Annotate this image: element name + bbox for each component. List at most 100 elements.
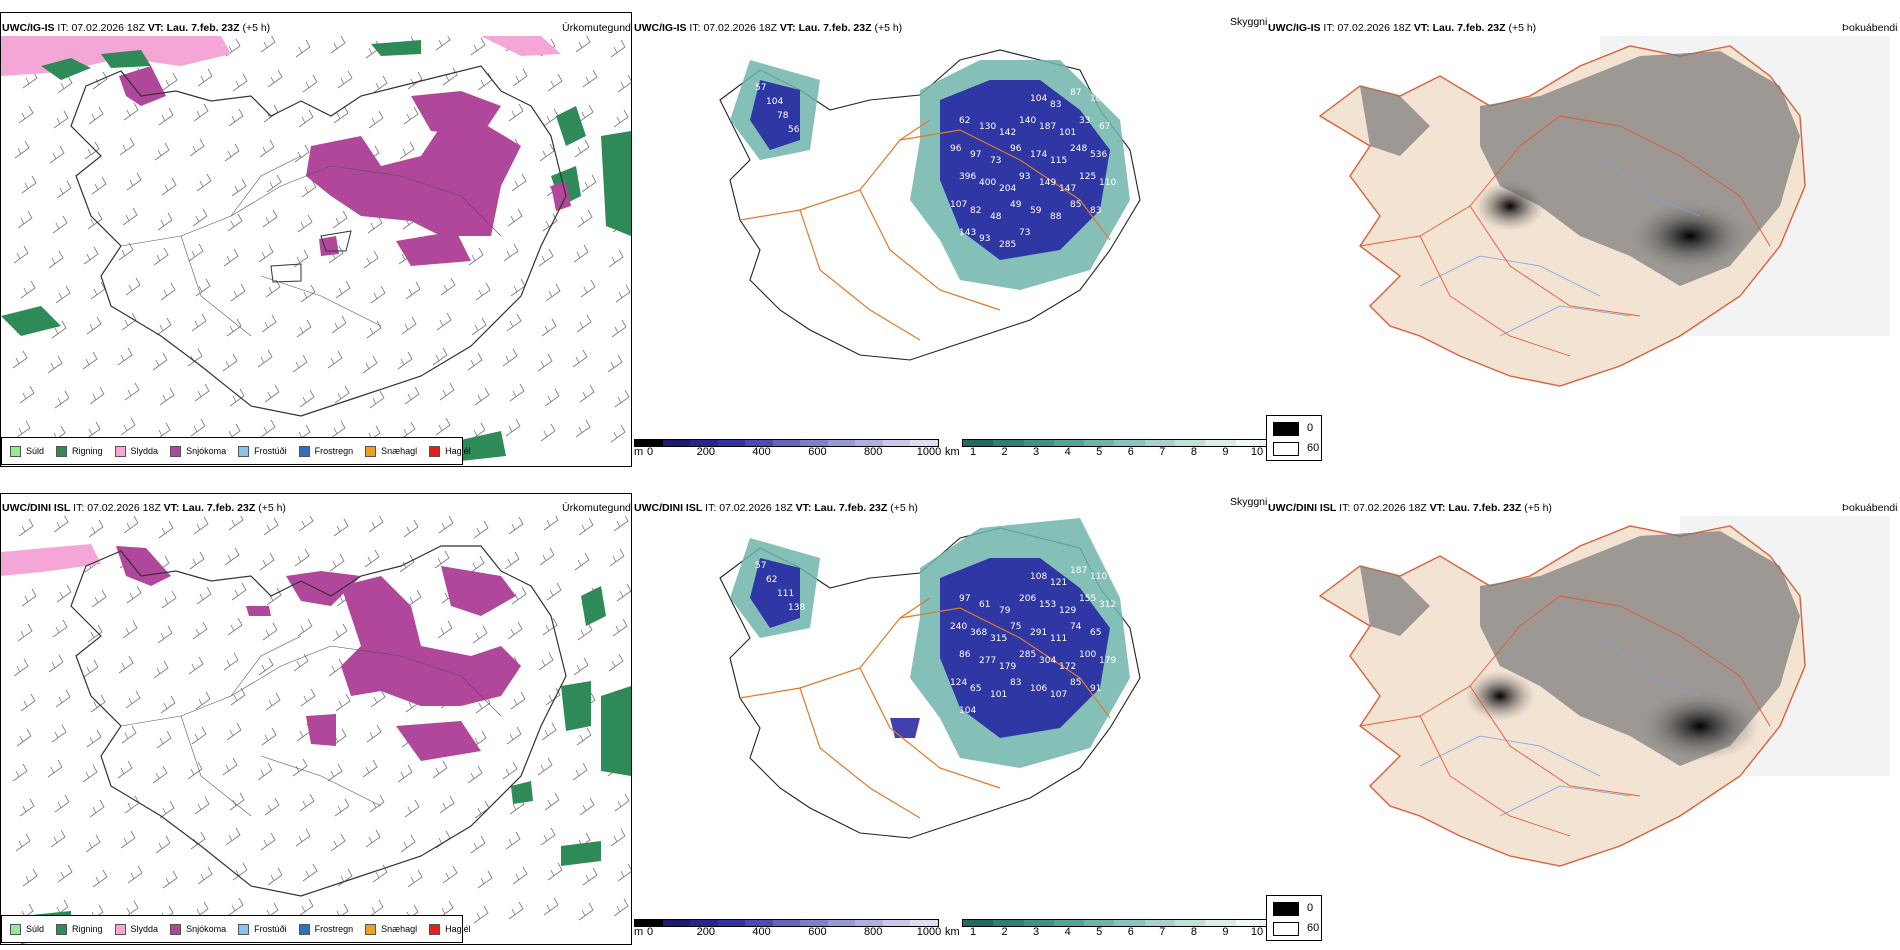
wind-barb (298, 109, 314, 128)
wind-barb (188, 656, 204, 675)
legend-swatch (170, 445, 182, 457)
wind-barb (227, 617, 243, 636)
snow-area (306, 116, 521, 236)
height-label: 104 (1030, 94, 1047, 104)
wind-barb (52, 619, 68, 638)
wind-barb (368, 899, 384, 918)
rain-area (371, 40, 421, 56)
wind-barb (576, 314, 592, 333)
wind-barb (262, 622, 278, 641)
height-label: 106 (1030, 684, 1047, 694)
it-value: 07.02.2026 18Z (1337, 22, 1411, 34)
wind-barb (122, 620, 138, 639)
wind-barb (152, 352, 168, 371)
wind-barb (539, 143, 555, 162)
height-label: 74 (1070, 622, 1082, 632)
dense-cloud (1475, 181, 1545, 231)
rivers (1419, 155, 1701, 337)
colorbar-unit: km (945, 446, 960, 458)
colorbar-step (1114, 440, 1145, 446)
wind-barb (575, 419, 591, 438)
wind-barb (512, 68, 528, 87)
height-label: 104 (959, 706, 976, 716)
wind-barb (193, 103, 209, 122)
height-label: 204 (999, 184, 1016, 194)
colorbar-tick: 4 (1064, 446, 1071, 458)
wind-barb (545, 283, 561, 302)
colorbar-step (1114, 920, 1145, 926)
precip-map-2 (1, 516, 631, 944)
height-label: 102 (1090, 94, 1107, 104)
legend-label: Haglél (445, 446, 471, 456)
wind-barb (617, 74, 631, 93)
wind-barb (542, 213, 558, 232)
wind-barb (192, 621, 208, 640)
dense-cloud (1640, 691, 1760, 761)
wind-barb (89, 799, 105, 818)
wind-barb (13, 658, 29, 677)
legend-item: Snjókoma (170, 923, 227, 935)
wind-barb (295, 39, 311, 58)
wind-barb (508, 901, 524, 920)
wind-barb (440, 277, 456, 296)
wind-barb (222, 353, 238, 372)
deep-blue-heights (750, 558, 1110, 738)
cloud-map-title: UWC/DINI ISL IT: 07.02.2026 18Z VT: Lau.… (1268, 502, 1552, 514)
wind-barb (300, 688, 316, 707)
wind-barb (118, 655, 134, 674)
colorbar-step (1205, 440, 1236, 446)
wind-barb (470, 37, 486, 56)
wind-barb (229, 388, 245, 407)
wind-barb (403, 106, 419, 125)
vt-value: Lau. 7.feb. 23Z (1448, 502, 1522, 514)
precip-areas (1, 544, 631, 944)
cloud-map-title: UWC/IG-IS IT: 07.02.2026 18Z VT: Lau. 7.… (1268, 22, 1536, 34)
colorbar-step (1023, 920, 1054, 926)
height-label: 368 (970, 628, 987, 638)
roads (739, 597, 1111, 819)
vis-map-title: UWC/DINI ISL IT: 07.02.2026 18Z VT: Lau.… (634, 502, 918, 514)
precip-variable-label: Úrkomutegund (562, 22, 631, 34)
colorbar-step (662, 920, 691, 926)
lead-offset: (+5 h) (258, 502, 286, 514)
wind-barb (301, 179, 317, 198)
wind-barb (262, 209, 278, 228)
colorbar-tick: 2 (1001, 926, 1008, 938)
wind-barb (122, 207, 138, 226)
legend-label: Snjókoma (186, 924, 227, 934)
wind-barb (372, 75, 388, 94)
wind-barb (259, 552, 275, 571)
wind-barb (187, 761, 203, 780)
wind-barb (119, 137, 135, 156)
colorbar-tick: 400 (752, 446, 771, 458)
height-label: 57 (755, 561, 766, 571)
wind-barb (302, 863, 318, 882)
cloud-map-2 (1318, 516, 1890, 867)
colorbar-unit: km (945, 926, 960, 938)
wind-barb (156, 730, 172, 749)
legend-label: Snæhagl (381, 446, 418, 456)
rain-area (41, 58, 91, 80)
precip-legend: Súld Rigning Slydda Snjókoma Frostúði Frostre… (1, 915, 471, 943)
colorbar-step (855, 440, 883, 446)
wind-barb (368, 110, 384, 129)
wind-barb (194, 383, 210, 402)
wind-barb (477, 870, 493, 889)
height-label: 111 (1050, 634, 1067, 644)
height-label: 124 (950, 678, 967, 688)
it-label: IT: (1339, 502, 1351, 514)
wind-barb (85, 421, 101, 440)
wind-barb (298, 898, 314, 917)
vis-variable-label: Skyggni (1230, 496, 1268, 508)
wind-barb (537, 757, 553, 776)
legend-item: Frostúði (238, 445, 287, 457)
wind-barb (581, 174, 597, 193)
vt-label: VT: (795, 502, 812, 514)
wind-barb (577, 622, 593, 641)
it-value: 07.02.2026 18Z (87, 502, 161, 514)
height-label: 121 (1050, 578, 1067, 588)
wind-barb (432, 760, 448, 779)
model-name: UWC/DINI ISL (2, 502, 71, 514)
wind-barb (543, 108, 559, 127)
wind-barb (266, 174, 282, 193)
